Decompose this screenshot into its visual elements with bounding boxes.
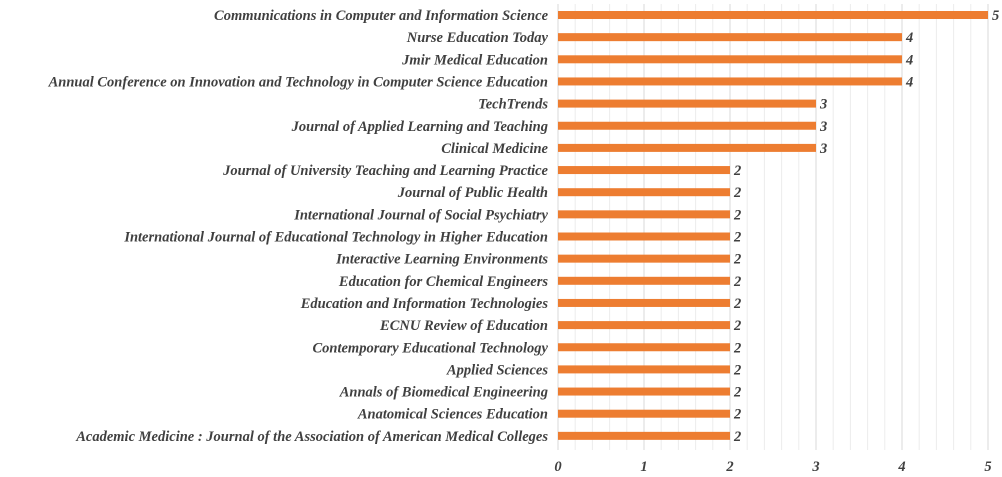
data-label: 2 <box>733 429 741 445</box>
bar <box>558 11 988 19</box>
gridlines <box>557 4 989 450</box>
x-tick-label: 5 <box>984 459 991 475</box>
data-label: 3 <box>819 97 827 113</box>
category-labels: Communications in Computer and Informati… <box>48 8 549 445</box>
category-label: International Journal of Educational Tec… <box>123 230 548 246</box>
data-label: 2 <box>733 185 741 201</box>
data-label: 4 <box>905 30 913 46</box>
data-label: 2 <box>733 385 741 401</box>
value-labels: 5 4 4 4 3 3 3 2 2 2 2 2 2 2 2 2 2 2 2 2 <box>733 8 999 445</box>
data-label: 2 <box>733 340 741 356</box>
data-label: 3 <box>819 141 827 157</box>
data-label: 3 <box>819 119 827 135</box>
category-label: Applied Sciences <box>446 362 548 378</box>
data-label: 2 <box>733 207 741 223</box>
data-label: 2 <box>733 230 741 246</box>
category-label: Education and Information Technologies <box>300 296 549 312</box>
x-tick-label: 3 <box>811 459 819 475</box>
category-label: Interactive Learning Environments <box>335 252 548 268</box>
bar <box>558 276 730 285</box>
category-label: Journal of University Teaching and Learn… <box>222 163 548 179</box>
data-label: 2 <box>733 296 741 312</box>
x-tick-label: 0 <box>554 459 561 475</box>
category-label: Academic Medicine : Journal of the Assoc… <box>75 429 548 445</box>
category-label: Communications in Computer and Informati… <box>214 8 549 24</box>
data-label: 2 <box>733 407 741 423</box>
data-label: 2 <box>733 318 741 334</box>
data-label: 5 <box>992 8 999 24</box>
data-label: 2 <box>733 252 741 268</box>
data-label: 2 <box>733 362 741 378</box>
data-label: 4 <box>905 74 913 90</box>
category-label: Anatomical Sciences Education <box>357 407 548 423</box>
bar <box>558 188 730 197</box>
bar <box>558 321 730 330</box>
bar <box>558 365 730 374</box>
category-label: Clinical Medicine <box>441 141 548 157</box>
data-label: 2 <box>733 163 741 179</box>
bars <box>558 11 988 440</box>
data-label: 2 <box>733 274 741 290</box>
category-label: International Journal of Social Psychiat… <box>293 207 548 223</box>
bar <box>558 298 730 307</box>
bar <box>558 143 816 152</box>
bar <box>558 387 730 396</box>
category-label: Journal of Public Health <box>397 185 548 201</box>
category-label: ECNU Review of Education <box>379 318 548 334</box>
category-label: TechTrends <box>478 97 548 113</box>
bar <box>558 232 730 241</box>
bar <box>558 55 902 64</box>
bar <box>558 210 730 219</box>
bar <box>558 254 730 263</box>
x-tick-label: 2 <box>725 459 733 475</box>
x-tick-label: 4 <box>897 459 905 475</box>
category-label: Annual Conference on Innovation and Tech… <box>48 74 548 90</box>
category-label: Journal of Applied Learning and Teaching <box>291 119 548 135</box>
bar <box>558 77 902 86</box>
category-label: Annals of Biomedical Engineering <box>339 385 548 401</box>
bar <box>558 431 730 440</box>
category-label: Nurse Education Today <box>406 30 549 46</box>
category-label: Jmir Medical Education <box>401 52 548 68</box>
bar <box>558 166 730 175</box>
bar <box>558 343 730 352</box>
bar <box>558 121 816 130</box>
x-axis-tick-labels: 0 1 2 3 4 5 <box>554 459 991 475</box>
data-label: 4 <box>905 52 913 68</box>
category-label: Contemporary Educational Technology <box>312 340 548 356</box>
bar <box>558 33 902 42</box>
category-label: Education for Chemical Engineers <box>338 274 548 290</box>
bar <box>558 99 816 108</box>
x-tick-label: 1 <box>640 459 647 475</box>
bar <box>558 409 730 418</box>
